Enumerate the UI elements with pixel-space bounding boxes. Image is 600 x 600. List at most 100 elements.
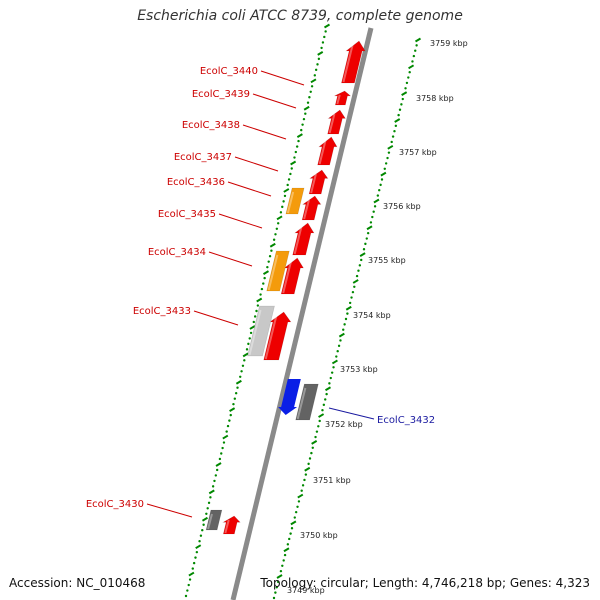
gene-orange-1: [285, 187, 305, 215]
ruler-tick: [310, 78, 317, 84]
ruler-dot: [321, 409, 324, 412]
ruler-tick: [304, 466, 311, 472]
gene-ecolc-3433-shape: [263, 311, 292, 361]
ruler-dot: [311, 446, 314, 449]
ruler-dot: [293, 516, 296, 519]
ruler-tick: [290, 520, 297, 526]
gene-ecolc-3437: [317, 136, 338, 166]
ruler-dot: [247, 342, 250, 346]
leader-line: [328, 407, 375, 420]
gene-label: EcolC_3435: [158, 209, 216, 220]
gene-ecolc-3438-shape: [327, 109, 346, 135]
ruler-tick: [318, 413, 325, 418]
ruler-dot: [232, 402, 235, 406]
ruler-dot: [336, 349, 339, 353]
ruler-tick: [373, 198, 380, 204]
ruler-dot: [220, 452, 223, 455]
ruler-tick: [235, 379, 242, 385]
ruler-dot: [366, 231, 370, 235]
leader-line: [260, 70, 305, 86]
ruler-dot: [267, 260, 270, 263]
ruler-tick: [323, 23, 331, 29]
ruler-dot: [320, 46, 323, 50]
ruler-dot: [412, 54, 416, 58]
gene-dark-1-shape: [295, 383, 319, 421]
ruler-tick: [297, 493, 304, 499]
ruler-dot: [379, 183, 382, 187]
gene-ecolc-3438-highlight: [328, 113, 336, 134]
ruler-dot: [276, 580, 280, 584]
ruler-dot: [205, 512, 208, 515]
ruler-dot: [365, 237, 368, 240]
ruler-dot: [300, 128, 303, 132]
gene-label: EcolC_3432: [377, 415, 435, 426]
ruler-dot: [348, 301, 352, 305]
ruler-dot: [256, 304, 260, 307]
ruler-dot: [303, 478, 306, 482]
kbp-tick-label: 3758 kbp: [416, 94, 454, 103]
ruler-dot: [324, 30, 327, 33]
gene-label: EcolC_3434: [148, 247, 206, 258]
ruler-dot: [328, 382, 331, 385]
ruler-dot: [281, 564, 284, 568]
gene-orange-1-shape: [285, 187, 305, 215]
ruler-dot: [252, 320, 255, 324]
ruler-dot: [318, 419, 321, 423]
gene-ecolc-3433: [263, 311, 292, 361]
kbp-tick-label: 3754 kbp: [353, 311, 391, 320]
ruler-tick: [296, 133, 303, 138]
ruler-dot: [289, 172, 292, 176]
ruler-tick: [256, 297, 263, 303]
ruler-tick: [338, 332, 345, 338]
gene-ecolc-3440-shape: [341, 40, 366, 84]
ruler-dot: [245, 348, 249, 351]
ruler-dot: [304, 112, 307, 115]
ruler-dot: [283, 194, 287, 198]
ruler-dot: [239, 375, 242, 378]
ruler-tick: [380, 171, 387, 177]
ruler-dot: [322, 403, 326, 407]
gene-ecolc-3434a-shape: [292, 222, 315, 256]
ruler-dot: [346, 312, 349, 315]
ruler-dot: [274, 233, 277, 236]
gene-dark-1-highlight: [296, 387, 307, 420]
ruler-dot: [393, 130, 396, 133]
ruler-tick: [201, 516, 208, 522]
kbp-tick-label: 3753 kbp: [340, 365, 378, 374]
gene-ecolc-3437-shape: [317, 136, 338, 166]
ruler-tick: [195, 544, 202, 550]
ruler-dot: [325, 392, 328, 396]
ruler-dot: [407, 76, 410, 79]
ruler-dot: [390, 140, 393, 144]
ruler-tick: [317, 51, 324, 56]
ruler-dot: [358, 264, 362, 267]
kbp-tick-labels: 3759 kbp 3758 kbp 3757 kbp 3756 kbp 3755 kbp…: [287, 39, 468, 595]
gene-ecolc-3440-highlight: [342, 44, 354, 83]
ruler-dot: [294, 150, 298, 154]
ruler-dot: [270, 249, 273, 252]
ruler-dot: [310, 451, 313, 455]
ruler-tick: [352, 279, 359, 284]
gene-ecolc-3430a-shape: [222, 515, 241, 535]
ruler-dot: [351, 290, 355, 294]
ruler-dot: [353, 285, 356, 289]
ruler-tick: [394, 118, 401, 123]
gene-ecolc-3438: [327, 109, 346, 135]
ruler-tick: [208, 489, 215, 495]
ruler-tick: [229, 407, 236, 413]
gene-label: EcolC_3430: [86, 499, 144, 510]
kbp-tick-label: 3750 kbp: [300, 531, 338, 540]
ruler-dot: [317, 57, 321, 61]
gene-gray-1: [247, 305, 275, 357]
ruler-dot: [397, 113, 400, 117]
ruler-dot: [380, 178, 384, 181]
kbp-tick-label: 3756 kbp: [383, 202, 421, 211]
ruler-dot: [199, 534, 203, 537]
ruler-dot: [330, 371, 334, 374]
ruler-tick: [283, 547, 290, 553]
ruler-tick: [215, 462, 222, 467]
ruler-dot: [195, 550, 199, 554]
ruler-dot: [222, 441, 226, 444]
ruler-dot: [281, 205, 284, 209]
ruler-dot: [186, 589, 189, 592]
